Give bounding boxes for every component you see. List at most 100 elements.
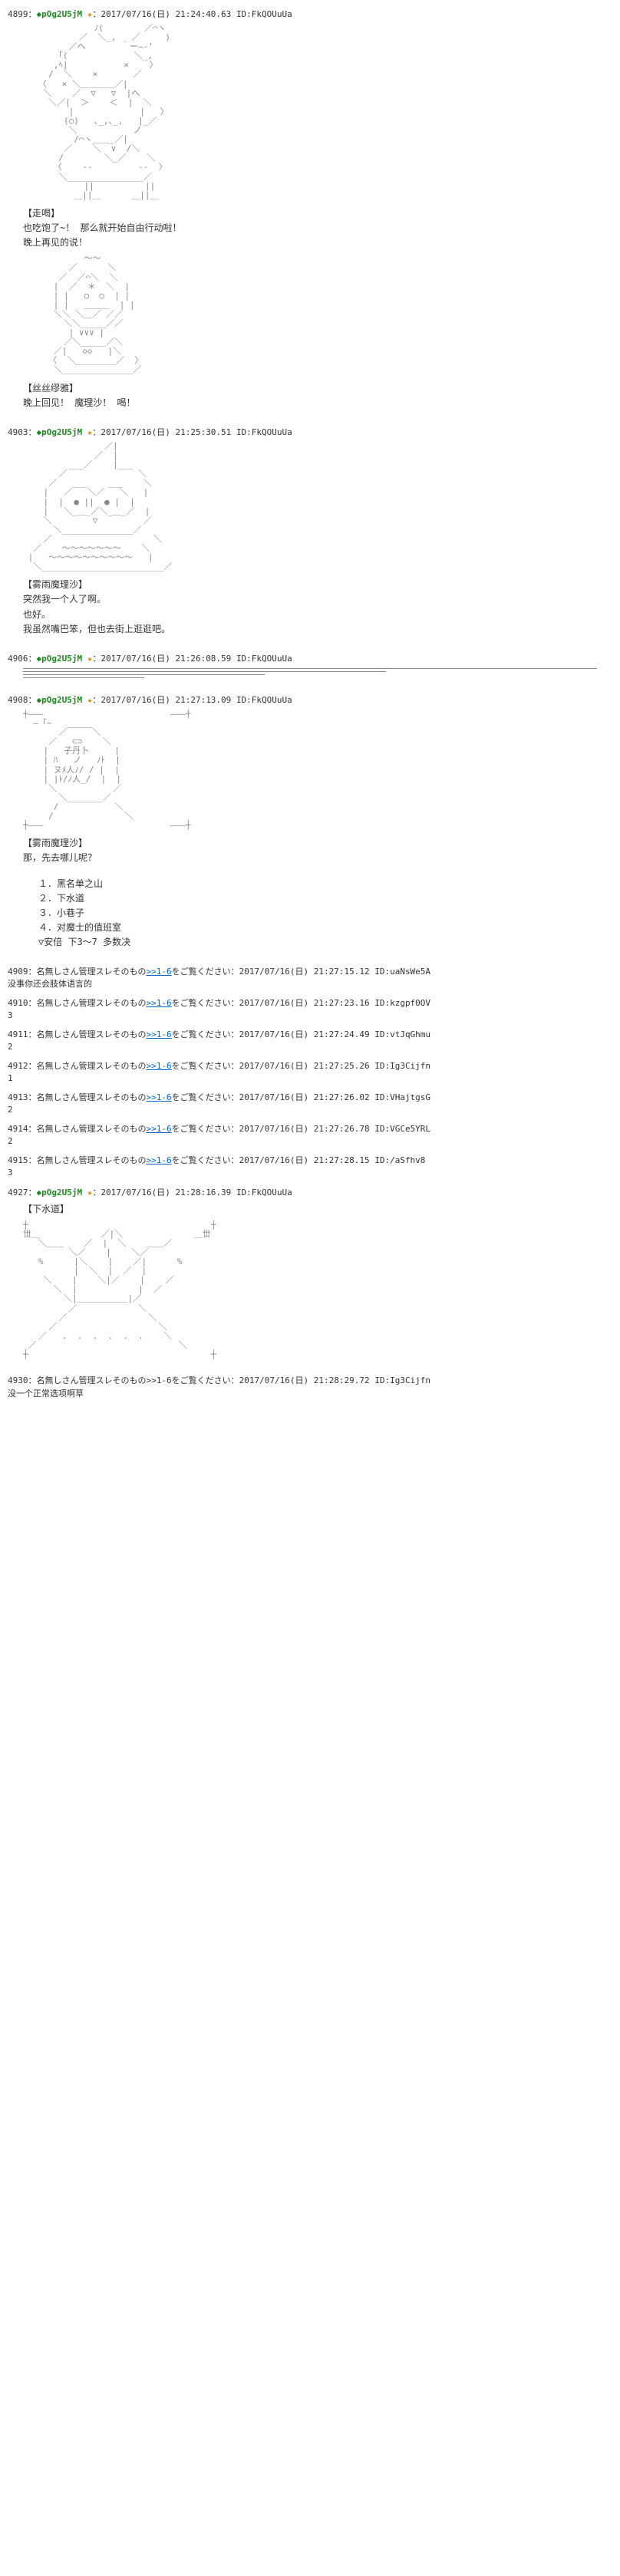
speaker-name: 【雾雨魔理沙】 <box>23 836 612 851</box>
post-date: 2017/07/16(日) 21:27:28.15 <box>239 1155 370 1165</box>
post-number: 4906 <box>8 654 28 664</box>
dialogue-line: 也吃饱了~！ 那么就开始自由行动啦！ <box>23 221 612 236</box>
post-number: 4908 <box>8 695 28 705</box>
post-header: 4906：◆pOg2U5jM ★：2017/07/16(日) 21:26:08.… <box>8 652 612 664</box>
post-date: 2017/07/16(日) 21:27:25.26 <box>239 1061 370 1071</box>
dialogue-block: 【下水道】 <box>23 1202 612 1217</box>
replies-list: 4909：名無しさん管理スレそのもの>>1-6をご覧ください：2017/07/1… <box>8 966 612 1180</box>
dialogue-line: 晚上再见的说！ <box>23 236 612 250</box>
post-number: 4912 <box>8 1061 28 1071</box>
speaker-name: 【走喝】 <box>23 206 612 221</box>
ascii-art: ┼ ┼ 丗＿ ／|＼ ＿丗 ＼＿＿ ／ | ＼ ＿＿／ ＼／ | ＼／ % |＼… <box>23 1220 612 1359</box>
dialogue-block: 【雾雨魔理沙】 突然我一个人了啊。 也好。 我虽然嘴巴笨，但也去街上逛逛吧。 <box>23 578 612 637</box>
reply-post: 4930：名無しさん管理スレそのもの>>1-6をご覧ください：2017/07/1… <box>8 1375 612 1400</box>
post-date: 2017/07/16(日) 21:25:30.51 <box>101 427 231 437</box>
post-date: 2017/07/16(日) 21:27:13.09 <box>101 695 231 705</box>
option-item: ２．下水道 <box>38 891 612 906</box>
post-date: 2017/07/16(日) 21:27:23.16 <box>239 998 370 1008</box>
post-id: ID:FkQOUuUa <box>236 9 292 19</box>
reply-post: 4909：名無しさん管理スレそのもの>>1-6をご覧ください：2017/07/1… <box>8 966 612 991</box>
post-id: ID:/aSfhv8 <box>374 1155 425 1165</box>
post-header: 4908：◆pOg2U5jM ★：2017/07/16(日) 21:27:13.… <box>8 693 612 706</box>
post-number: 4927 <box>8 1188 28 1197</box>
reply-link[interactable]: >>1-6 <box>147 967 172 977</box>
options-list: １．黑名单之山 ２．下水道 ３．小巷子 ４．对魔士的值班室 ▽安倍 下3～7 多… <box>38 877 612 950</box>
reply-link[interactable]: >>1-6 <box>147 1029 172 1039</box>
post-number: 4909 <box>8 967 28 977</box>
post-date: 2017/07/16(日) 21:27:15.12 <box>239 967 370 977</box>
post: 4899：◆pOg2U5jM ★：2017/07/16(日) 21:24:40.… <box>8 8 612 410</box>
divider <box>23 677 144 678</box>
post-number: 4914 <box>8 1124 28 1134</box>
post: 4927：◆pOg2U5jM ★：2017/07/16(日) 21:28:16.… <box>8 1186 612 1360</box>
reply-post: 4910：名無しさん管理スレそのもの>>1-6をご覧ください：2017/07/1… <box>8 997 612 1023</box>
post-date: 2017/07/16(日) 21:26:08.59 <box>101 654 231 664</box>
post-id: ID:FkQOUuUa <box>236 427 292 437</box>
option-item: １．黑名单之山 <box>38 877 612 891</box>
ascii-art: ／| ／ | ___／ |___ ／ ＼ ／ ___ ___ ＼ | ／ ＼／ … <box>23 442 612 572</box>
post-number: 4915 <box>8 1155 28 1165</box>
reply-link[interactable]: >>1-6 <box>147 998 172 1008</box>
post-number: 4911 <box>8 1029 28 1039</box>
post-tripcode: ◆pOg2U5jM <box>37 1188 83 1197</box>
post-date: 2017/07/16(日) 21:27:26.78 <box>239 1124 370 1134</box>
reply-post: 4914：名無しさん管理スレそのもの>>1-6をご覧ください：2017/07/1… <box>8 1123 612 1148</box>
post-id: ID:FkQOUuUa <box>236 654 292 664</box>
reply-link[interactable]: >>1-6 <box>147 1155 172 1165</box>
post-date: 2017/07/16(日) 21:28:16.39 <box>101 1188 231 1197</box>
post-number: 4903 <box>8 427 28 437</box>
option-item: ▽安倍 下3～7 多数决 <box>38 935 612 950</box>
reply-post: 4913：名無しさん管理スレそのもの>>1-6をご覧ください：2017/07/1… <box>8 1092 612 1117</box>
divider <box>23 674 265 675</box>
post-star: ★ <box>87 9 93 19</box>
speaker-name: 【下水道】 <box>23 1202 612 1217</box>
post-id: ID:FkQOUuUa <box>236 695 292 705</box>
post-number: 4899 <box>8 9 28 19</box>
post-star: ★ <box>87 695 93 705</box>
post-header: 4927：◆pOg2U5jM ★：2017/07/16(日) 21:28:16.… <box>8 1186 612 1198</box>
post-tripcode: ◆pOg2U5jM <box>37 695 83 705</box>
divider <box>23 671 386 672</box>
reply-link[interactable]: >>1-6 <box>147 1092 172 1102</box>
post-number: 4913 <box>8 1092 28 1102</box>
post-name: 名無しさん管理スレそのもの>>1-6をご覧ください <box>37 967 231 977</box>
post-id: ID:kzgpf0OV <box>374 998 430 1008</box>
post: 4903：◆pOg2U5jM ★：2017/07/16(日) 21:25:30.… <box>8 426 612 637</box>
dialogue-line: 我虽然嘴巴笨，但也去街上逛逛吧。 <box>23 622 612 637</box>
dialogue-line: 晚上回见！ 魔理沙！ 喝！ <box>23 396 612 410</box>
post-number: 4930 <box>8 1375 28 1385</box>
post-date: 2017/07/16(日) 21:24:40.63 <box>101 9 231 19</box>
dialogue-block: 【丝丝缪雅】 晚上回见！ 魔理沙！ 喝！ <box>23 381 612 410</box>
reply-body: 1 <box>8 1073 13 1083</box>
reply-body: 2 <box>8 1105 13 1115</box>
post-date: 2017/07/16(日) 21:27:26.02 <box>239 1092 370 1102</box>
divider <box>23 668 597 669</box>
reply-body: 2 <box>8 1136 13 1146</box>
post-date: 2017/07/16(日) 21:28:29.72 <box>239 1375 370 1385</box>
option-item: ３．小巷子 <box>38 906 612 921</box>
speaker-name: 【雾雨魔理沙】 <box>23 578 612 592</box>
reply-post: 4912：名無しさん管理スレそのもの>>1-6をご覧ください：2017/07/1… <box>8 1060 612 1085</box>
post-header: 4903：◆pOg2U5jM ★：2017/07/16(日) 21:25:30.… <box>8 426 612 438</box>
post-id: ID:uaNsWe5A <box>374 967 430 977</box>
post-star: ★ <box>87 654 93 664</box>
reply-body: 没事你还会肢体语言的 <box>8 979 92 989</box>
ascii-art: ～～ ／ ＼ ／ ／⌒＼ ＼ | ／ ＊ ＼ | | | ○ ○ | | | |… <box>23 254 612 374</box>
post-tripcode: ◆pOg2U5jM <box>37 654 83 664</box>
post-name: 名無しさん管理スレそのもの>>1-6をご覧ください <box>37 1124 231 1134</box>
post-name: 名無しさん管理スレそのもの>>1-6をご覧ください <box>37 1061 231 1071</box>
post-number: 4910 <box>8 998 28 1008</box>
post-tripcode: ◆pOg2U5jM <box>37 427 83 437</box>
post-star: ★ <box>87 427 93 437</box>
reply-link[interactable]: >>1-6 <box>147 1124 172 1134</box>
dialogue-block: 【雾雨魔理沙】 那，先去哪儿呢？ <box>23 836 612 865</box>
dialogue-line: 那，先去哪儿呢？ <box>23 851 612 865</box>
reply-link[interactable]: >>1-6 <box>147 1061 172 1071</box>
post-id: ID:Ig3Cijfn <box>374 1375 430 1385</box>
ascii-art: ﾉ( ／⌒ヽ ／ ＼_, ／ ) ／へ ｀ー―‐' ｢( ＼_, ,ﾍ| × 〉… <box>23 24 612 200</box>
post-id: ID:VGCe5YRL <box>374 1124 430 1134</box>
post: 4906：◆pOg2U5jM ★：2017/07/16(日) 21:26:08.… <box>8 652 612 678</box>
reply-post: 4911：名無しさん管理スレそのもの>>1-6をご覧ください：2017/07/1… <box>8 1029 612 1054</box>
post-tripcode: ◆pOg2U5jM <box>37 9 83 19</box>
post-name: 名無しさん管理スレそのもの>>1-6をご覧ください <box>37 1155 231 1165</box>
